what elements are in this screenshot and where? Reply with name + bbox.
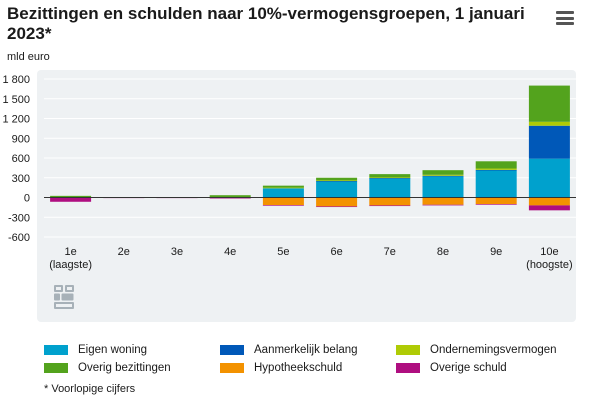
legend-label: Overige schuld [430, 362, 507, 374]
bar-segment[interactable] [528, 205, 570, 211]
bar-segment[interactable] [422, 176, 464, 198]
legend-label: Eigen woning [78, 344, 148, 356]
bar-segment[interactable] [209, 197, 251, 199]
bar-segment[interactable] [475, 168, 517, 170]
bar-segment[interactable] [369, 177, 411, 179]
x-tick-label: 9e [490, 246, 502, 258]
y-tick-label: 1 800 [2, 74, 30, 86]
legend-item-ondernemingsvermogen[interactable]: Ondernemingsvermogen [396, 342, 557, 358]
x-tick-label: 5e [277, 246, 289, 258]
bar-segment[interactable] [316, 197, 358, 207]
legend-label: Hypotheekschuld [254, 362, 343, 374]
bar-segment[interactable] [422, 197, 464, 205]
bar-segment[interactable] [209, 195, 251, 198]
y-axis-unit-label: mld euro [7, 51, 50, 63]
bar-segment[interactable] [528, 158, 570, 198]
y-tick-label: 900 [12, 133, 30, 145]
bar-segment[interactable] [422, 204, 464, 206]
bar-segment[interactable] [475, 197, 517, 205]
x-tick-label: 2e [118, 246, 130, 258]
bar-segment[interactable] [528, 85, 570, 122]
chart-title: Bezittingen en schulden naar 10%-vermoge… [7, 4, 525, 43]
bar-segment[interactable] [316, 180, 358, 182]
legend-item-hypotheekschuld[interactable]: Hypotheekschuld [220, 360, 342, 376]
x-tick-label: 4e [224, 246, 236, 258]
x-tick-label: 1e (laagste) [49, 246, 92, 271]
y-tick-label: 300 [12, 173, 30, 185]
bar-segment[interactable] [369, 178, 411, 198]
y-tick-label: 1 500 [2, 94, 30, 106]
y-tick-label: -600 [8, 232, 30, 244]
bar-segment[interactable] [422, 174, 464, 176]
bar-segment[interactable] [475, 170, 517, 198]
bar-segment[interactable] [528, 125, 570, 159]
bar-segment[interactable] [316, 181, 358, 198]
bar-segment[interactable] [262, 185, 304, 188]
legend-swatch [220, 345, 244, 355]
x-tick-label: 8e [437, 246, 449, 258]
bar-segment[interactable] [528, 197, 570, 206]
bar-segment[interactable] [528, 121, 570, 126]
legend-swatch [44, 345, 68, 355]
legend-item-aanmerkelijk-belang[interactable]: Aanmerkelijk belang [220, 342, 358, 358]
footnote: * Voorlopige cijfers [44, 383, 136, 395]
legend-swatch [44, 363, 68, 373]
legend-label: Aanmerkelijk belang [254, 344, 358, 356]
bar-segment[interactable] [369, 197, 411, 206]
bar-segment[interactable] [262, 205, 304, 206]
bar-segment[interactable] [50, 197, 92, 202]
y-tick-label: 600 [12, 153, 30, 165]
bar-segment[interactable] [422, 170, 464, 175]
bar-segment[interactable] [50, 195, 92, 198]
bar-segment[interactable] [369, 178, 411, 179]
x-tick-label: 10e (hoogste) [526, 246, 572, 271]
x-tick-label: 7e [384, 246, 396, 258]
bar-segment[interactable] [475, 161, 517, 169]
bar-segment[interactable] [422, 175, 464, 177]
y-tick-label: -300 [8, 212, 30, 224]
bar-segment[interactable] [262, 197, 304, 206]
legend-swatch [220, 363, 244, 373]
bar-segment[interactable] [475, 169, 517, 171]
legend-swatch [396, 363, 420, 373]
cbs-logo-icon [54, 285, 74, 309]
bar-segment[interactable] [475, 204, 517, 205]
legend-item-eigen-woning[interactable]: Eigen woning [44, 342, 147, 358]
legend-item-overige-schuld[interactable]: Overige schuld [396, 360, 507, 376]
legend: Eigen woning Aanmerkelijk belang Onderne… [44, 340, 584, 380]
legend-label: Overig bezittingen [78, 362, 171, 374]
bar-segment[interactable] [316, 177, 358, 181]
bar-segment[interactable] [369, 174, 411, 178]
bar-segment[interactable] [262, 188, 304, 198]
y-tick-label: 0 [24, 193, 30, 205]
legend-label: Ondernemingsvermogen [430, 344, 557, 356]
x-tick-label: 6e [330, 246, 342, 258]
bar-segment[interactable] [369, 205, 411, 207]
legend-item-overig-bezittingen[interactable]: Overig bezittingen [44, 360, 171, 376]
y-tick-label: 1 200 [2, 114, 30, 126]
hamburger-menu-icon[interactable] [556, 11, 574, 25]
bar-segment[interactable] [316, 181, 358, 182]
bar-segment[interactable] [262, 187, 304, 189]
legend-swatch [396, 345, 420, 355]
bar-segment[interactable] [316, 206, 358, 208]
x-tick-label: 3e [171, 246, 183, 258]
